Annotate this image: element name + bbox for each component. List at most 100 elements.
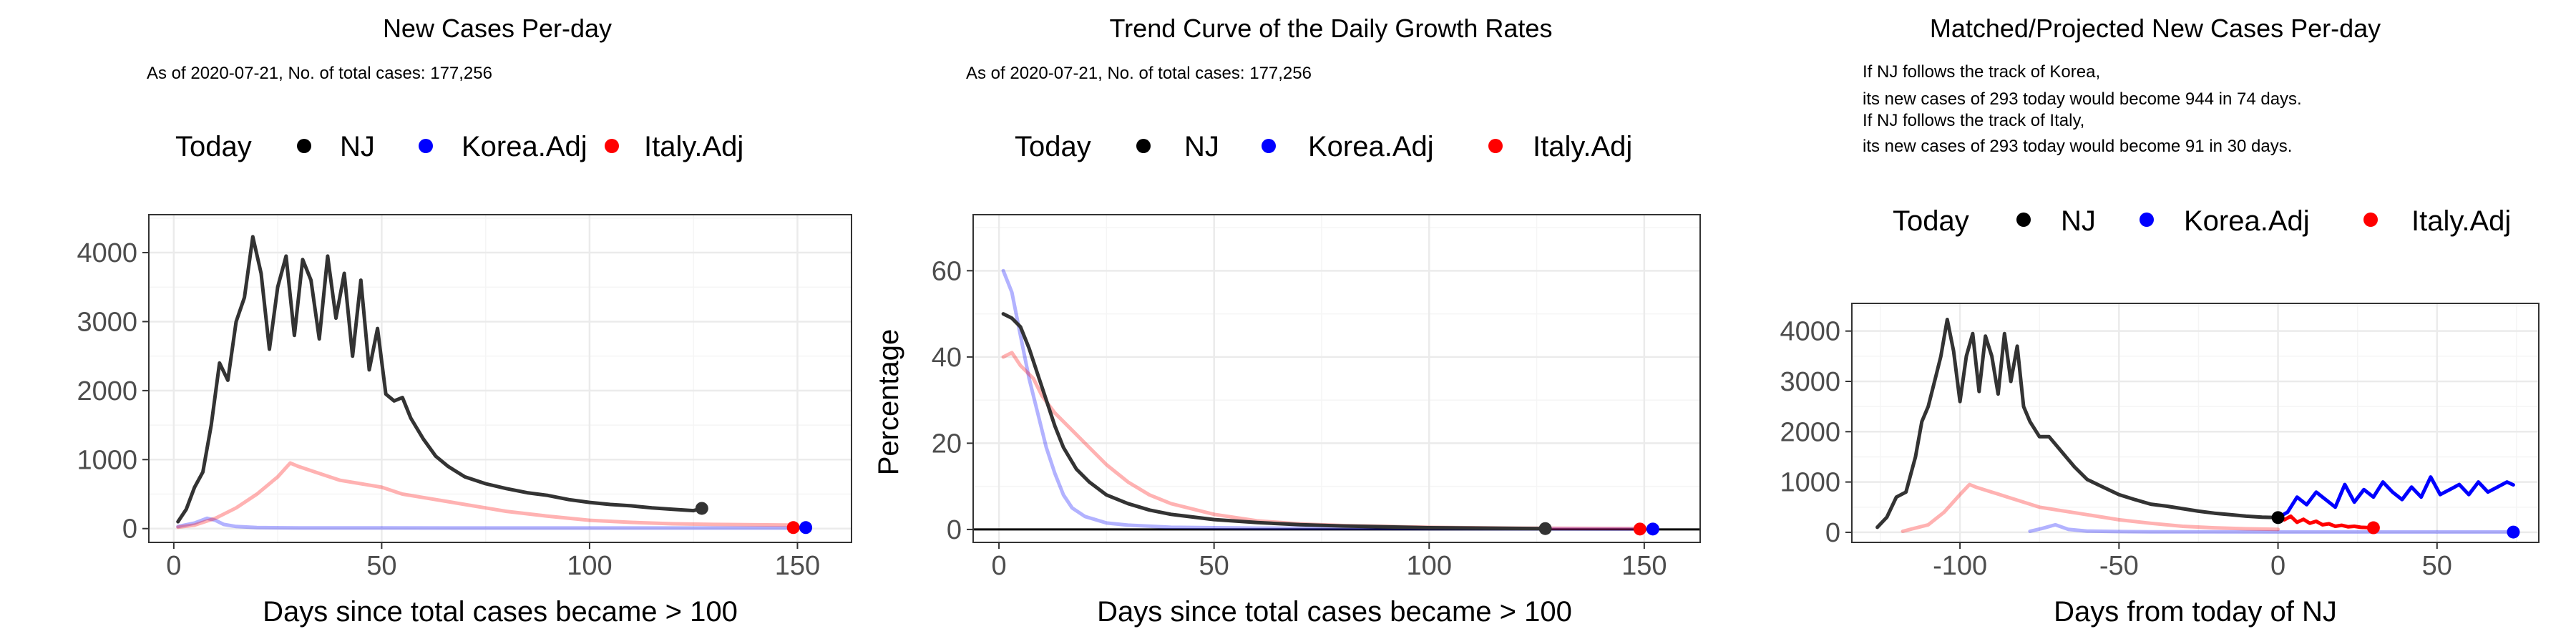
- panel-2-axes: 0 50 100 150 0 20 40 60: [932, 256, 1667, 581]
- legend-korea-label: Korea.Adj: [2184, 205, 2310, 237]
- legend-nj-label: NJ: [2061, 205, 2096, 237]
- series-line-nj: [1001, 312, 1548, 531]
- today-point-korea-adj: [2507, 525, 2520, 539]
- x-tick-label: 100: [567, 551, 612, 581]
- y-tick-label: 60: [932, 256, 962, 286]
- panel-3-border: [1851, 303, 2540, 543]
- panel-3-xlabel: Days from today of NJ: [2054, 596, 2337, 628]
- y-tick-label: 0: [122, 514, 137, 545]
- panel-1-today-points: [695, 502, 813, 535]
- today-point-nj: [2271, 511, 2285, 525]
- series-line-nj: [1875, 318, 2280, 530]
- panel-1-grid: [149, 215, 852, 542]
- series-line-korea-adj: [2028, 522, 2515, 534]
- panel-3-subtitle-line: its new cases of 293 today would become …: [1863, 137, 2292, 156]
- series-line-korea-adj: [1001, 268, 1655, 531]
- y-tick-label: 40: [932, 343, 962, 373]
- panel-2-today-points: [1538, 522, 1659, 536]
- panel-2-xlabel: Days since total cases became > 100: [1097, 596, 1572, 628]
- legend-today-label: Today: [175, 131, 252, 162]
- legend-italy-label: Italy.Adj: [1533, 131, 1632, 162]
- panel-2-subtitle: As of 2020-07-21, No. of total cases: 17…: [966, 64, 1312, 83]
- panel-3-grid: [1852, 303, 2539, 542]
- y-tick-label: 1000: [77, 445, 137, 475]
- panel-1-subtitle: As of 2020-07-21, No. of total cases: 17…: [147, 64, 492, 83]
- panel-2-grid: [973, 215, 1700, 542]
- today-point-italy-adj: [786, 521, 800, 535]
- panel-new-cases: New Cases Per-day As of 2020-07-21, No. …: [77, 14, 852, 628]
- panel-1-title: New Cases Per-day: [383, 14, 612, 43]
- y-tick-label: 0: [947, 515, 962, 545]
- legend-italy-marker: [2363, 213, 2378, 227]
- series-line-italy-adj: [176, 461, 799, 530]
- x-tick-label: 0: [992, 551, 1007, 581]
- x-tick-label: 150: [775, 551, 820, 581]
- panel-1-xlabel: Days since total cases became > 100: [263, 596, 738, 628]
- y-tick-label: 4000: [77, 238, 137, 268]
- legend-today-label: Today: [1893, 205, 1969, 237]
- legend-korea-label: Korea.Adj: [1308, 131, 1434, 162]
- legend-korea-marker: [2140, 213, 2154, 227]
- y-tick-label: 4000: [1780, 317, 1840, 347]
- legend-italy-marker: [605, 139, 619, 153]
- panel-1-border: [148, 214, 852, 543]
- x-tick-label: 0: [166, 551, 181, 581]
- y-tick-label: 2000: [1780, 417, 1840, 447]
- x-tick-label: -50: [2099, 551, 2139, 581]
- today-point-italy-adj: [1633, 522, 1646, 536]
- panel-3-lines: [1875, 318, 2515, 534]
- panel-2-lines: [973, 268, 1700, 531]
- y-tick-label: 1000: [1780, 468, 1840, 498]
- panel-1-legend: Today NJ Korea.Adj Italy.Adj: [175, 131, 743, 162]
- series-line-italy-adj-projected: [2276, 514, 2376, 530]
- today-point-nj: [695, 502, 708, 515]
- legend-nj-marker: [1136, 139, 1151, 153]
- legend-nj-marker: [2016, 213, 2031, 227]
- legend-korea-label: Korea.Adj: [462, 131, 587, 162]
- today-point-nj: [1538, 522, 1552, 535]
- panel-2-ylabel: Percentage: [873, 329, 904, 476]
- panel-3-subtitle-line: If NJ follows the track of Korea,: [1863, 62, 2100, 82]
- legend-italy-label: Italy.Adj: [2411, 205, 2511, 237]
- x-tick-label: 150: [1621, 551, 1667, 581]
- panel-growth-rate: Trend Curve of the Daily Growth Rates As…: [873, 14, 1701, 628]
- legend-today-label: Today: [1015, 131, 1091, 162]
- legend-nj-label: NJ: [1184, 131, 1219, 162]
- y-tick-label: 20: [932, 429, 962, 459]
- y-tick-label: 3000: [1780, 367, 1840, 397]
- series-line-nj: [176, 235, 704, 524]
- today-point-italy-adj: [2366, 521, 2380, 535]
- panel-3-subtitle-line: its new cases of 293 today would become …: [1863, 89, 2302, 109]
- legend-korea-marker: [1262, 139, 1276, 153]
- y-tick-label: 2000: [77, 376, 137, 406]
- panel-2-border: [972, 214, 1701, 543]
- panel-3-today-points: [2271, 511, 2520, 539]
- x-tick-label: 50: [1199, 551, 1229, 581]
- series-line-korea-adj: [176, 516, 808, 530]
- x-tick-label: 100: [1407, 551, 1452, 581]
- x-tick-label: -100: [1933, 551, 1987, 581]
- x-tick-label: 0: [2270, 551, 2285, 581]
- panel-1-lines: [176, 235, 808, 530]
- today-point-korea-adj: [799, 521, 813, 535]
- y-tick-label: 0: [1825, 518, 1840, 548]
- legend-italy-marker: [1488, 139, 1503, 153]
- panel-3-subtitle-line: If NJ follows the track of Italy,: [1863, 111, 2084, 130]
- panel-1-axes: 0 50 100 150 0 1000 2000 3000 4000: [77, 238, 820, 581]
- series-line-korea-adj-projected: [2276, 475, 2515, 519]
- panel-2-legend: Today NJ Korea.Adj Italy.Adj: [1015, 131, 1632, 162]
- series-line-italy-adj: [1901, 482, 2280, 533]
- today-point-korea-adj: [1646, 522, 1659, 536]
- panel-3-subtitle: If NJ follows the track of Korea, its ne…: [1863, 62, 2302, 156]
- x-tick-label: 50: [2422, 551, 2452, 581]
- legend-nj-marker: [297, 139, 311, 153]
- panel-3-legend: Today NJ Korea.Adj Italy.Adj: [1893, 205, 2511, 237]
- legend-nj-label: NJ: [340, 131, 375, 162]
- panel-projected-cases: Matched/Projected New Cases Per-day If N…: [1780, 14, 2540, 628]
- series-line-italy-adj: [1001, 351, 1646, 531]
- legend-korea-marker: [419, 139, 433, 153]
- legend-italy-label: Italy.Adj: [644, 131, 743, 162]
- panel-2-title: Trend Curve of the Daily Growth Rates: [1110, 14, 1553, 43]
